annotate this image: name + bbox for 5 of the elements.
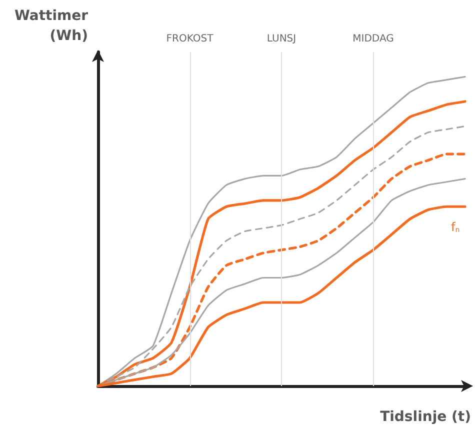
x-tick-label: LUNSJ — [266, 34, 296, 44]
x-axis-title: Tidslinje (t) — [380, 409, 471, 425]
y-axis-title: Wattimer (Wh) — [14, 8, 88, 44]
x-tick-label: MIDDAG — [352, 34, 394, 44]
x-tick-label: FROKOST — [166, 34, 214, 44]
